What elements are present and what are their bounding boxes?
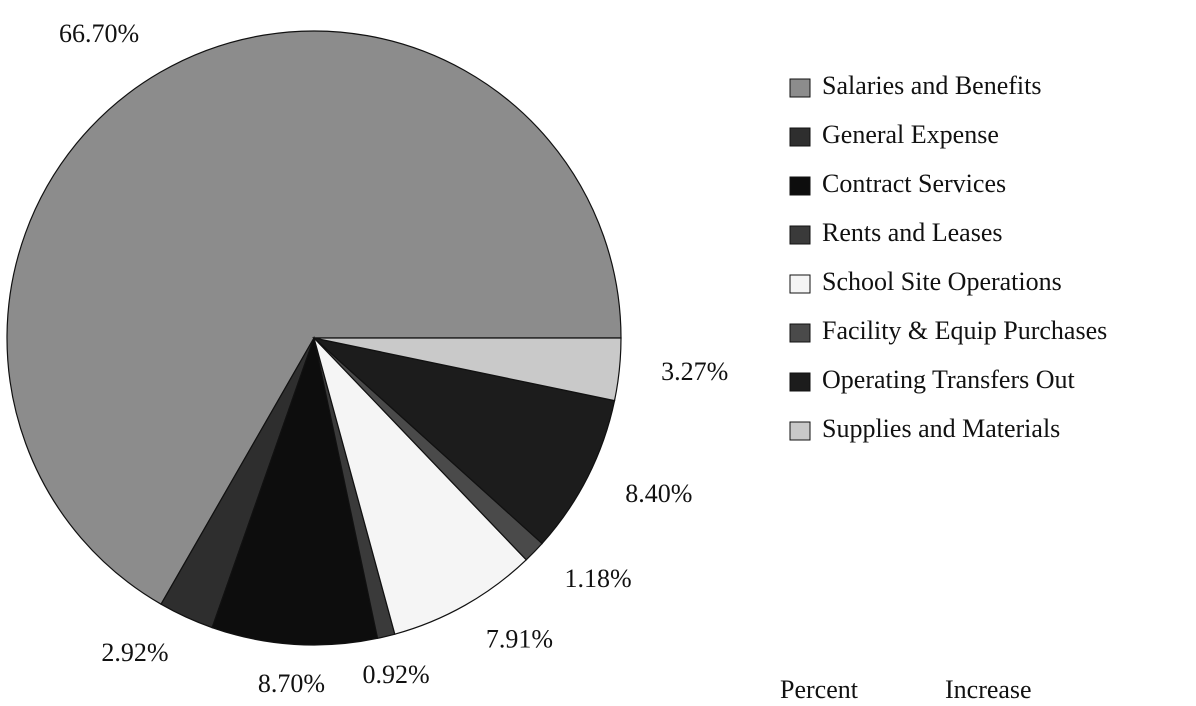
data-label: 7.91% xyxy=(486,625,553,654)
data-label: 8.70% xyxy=(258,669,325,698)
data-label: 0.92% xyxy=(363,660,430,689)
legend-label: Salaries and Benefits xyxy=(822,71,1042,100)
pie-slice xyxy=(313,337,528,635)
legend-label: Supplies and Materials xyxy=(822,414,1060,443)
data-label: 8.40% xyxy=(625,479,692,508)
pie-slice xyxy=(313,337,622,402)
legend-label: Contract Services xyxy=(822,169,1006,198)
legend-swatch xyxy=(789,323,811,343)
pie-slice xyxy=(6,30,622,606)
legend-label: Rents and Leases xyxy=(822,218,1003,247)
data-label: 1.18% xyxy=(564,564,631,593)
legend-label: General Expense xyxy=(822,120,999,149)
legend-label: Facility & Equip Purchases xyxy=(822,316,1107,345)
pie-slice xyxy=(211,335,379,646)
legend-label: School Site Operations xyxy=(822,267,1062,296)
legend-swatch xyxy=(789,225,811,245)
legend-swatch xyxy=(789,176,811,196)
legend-swatch xyxy=(789,274,811,294)
legend-swatch xyxy=(789,372,811,392)
footer-label: Increase xyxy=(945,675,1032,704)
legend-label: Operating Transfers Out xyxy=(822,365,1076,394)
data-label: 2.92% xyxy=(101,638,168,667)
data-label: 66.70% xyxy=(59,19,139,48)
legend-swatch xyxy=(789,127,811,147)
legend-swatch xyxy=(789,78,811,98)
pie-slice xyxy=(311,336,616,545)
legend-swatch xyxy=(789,421,811,441)
footer-label: Percent xyxy=(780,675,859,704)
data-label: 3.27% xyxy=(661,357,728,386)
